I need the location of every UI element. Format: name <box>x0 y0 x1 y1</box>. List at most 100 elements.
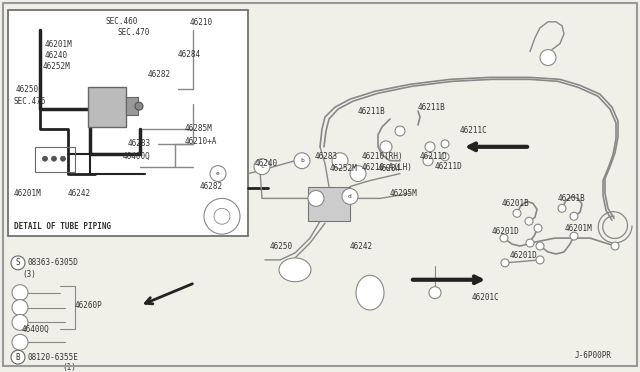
Text: 46201D: 46201D <box>492 227 520 235</box>
Circle shape <box>214 208 230 224</box>
Text: J-6P00PR: J-6P00PR <box>575 351 612 360</box>
Text: 46240: 46240 <box>45 51 68 60</box>
Circle shape <box>525 217 533 225</box>
FancyBboxPatch shape <box>15 13 63 33</box>
Circle shape <box>513 209 521 217</box>
Circle shape <box>526 239 534 247</box>
Circle shape <box>11 256 25 270</box>
Text: e: e <box>216 171 220 176</box>
Text: 46285M: 46285M <box>185 125 212 134</box>
Circle shape <box>425 142 435 152</box>
Circle shape <box>380 141 392 153</box>
Circle shape <box>210 166 226 182</box>
Circle shape <box>570 212 578 220</box>
Circle shape <box>570 232 578 240</box>
Text: c: c <box>260 164 264 169</box>
Text: 46211D: 46211D <box>435 162 463 171</box>
Circle shape <box>501 259 509 267</box>
Bar <box>8 10 248 236</box>
Circle shape <box>423 156 433 166</box>
Text: 46210+A: 46210+A <box>185 137 218 146</box>
Ellipse shape <box>279 258 311 282</box>
Circle shape <box>441 153 449 161</box>
Bar <box>88 87 126 127</box>
Text: 46284: 46284 <box>378 164 401 173</box>
Text: 46252M: 46252M <box>330 164 358 173</box>
Text: 46400Q: 46400Q <box>22 325 50 334</box>
Text: 46295M: 46295M <box>390 189 418 198</box>
Bar <box>35 147 75 171</box>
Text: d: d <box>348 194 352 199</box>
Text: 46211D: 46211D <box>420 152 448 161</box>
Circle shape <box>12 314 28 330</box>
Text: b: b <box>300 158 304 163</box>
Text: 46282: 46282 <box>148 70 171 79</box>
Text: 46252M: 46252M <box>43 62 71 71</box>
Ellipse shape <box>356 275 384 310</box>
Text: 46201M: 46201M <box>45 40 73 49</box>
Circle shape <box>254 159 270 174</box>
Text: SEC.470: SEC.470 <box>118 28 150 37</box>
Circle shape <box>308 190 324 206</box>
Text: 46260P: 46260P <box>75 301 103 310</box>
Circle shape <box>350 166 366 182</box>
Text: 46210: 46210 <box>190 18 213 27</box>
Text: 46400Q: 46400Q <box>123 152 151 161</box>
Text: S: S <box>16 259 20 267</box>
Circle shape <box>11 350 25 364</box>
Text: 46201M: 46201M <box>565 224 593 232</box>
Circle shape <box>294 153 310 169</box>
Text: 46211C: 46211C <box>460 126 488 135</box>
FancyBboxPatch shape <box>175 195 231 215</box>
Text: (3): (3) <box>22 270 36 279</box>
FancyBboxPatch shape <box>177 13 231 33</box>
Circle shape <box>342 189 358 204</box>
Circle shape <box>135 102 143 110</box>
Text: 46240: 46240 <box>255 159 278 168</box>
Text: SEC.460: SEC.460 <box>105 17 138 26</box>
Circle shape <box>12 334 28 350</box>
Text: 46282: 46282 <box>200 182 223 191</box>
Circle shape <box>42 156 47 161</box>
Circle shape <box>12 285 28 301</box>
Text: 46283: 46283 <box>128 140 151 148</box>
Text: 46210(RH): 46210(RH) <box>362 152 404 161</box>
Text: 46242: 46242 <box>350 241 373 250</box>
Text: DETAIL OF TUBE PIPING: DETAIL OF TUBE PIPING <box>14 222 111 231</box>
Circle shape <box>332 153 348 169</box>
Circle shape <box>534 224 542 232</box>
Text: 46201B: 46201B <box>558 194 586 203</box>
Circle shape <box>12 299 28 315</box>
Text: 46201M: 46201M <box>14 189 42 198</box>
Text: SEC.476: SEC.476 <box>14 97 46 106</box>
Text: 46242: 46242 <box>68 189 91 198</box>
Circle shape <box>429 287 441 299</box>
Text: 46201D: 46201D <box>510 251 538 260</box>
Text: 46250: 46250 <box>16 85 39 94</box>
Circle shape <box>395 126 405 136</box>
Text: 46210+A(LH): 46210+A(LH) <box>362 163 413 172</box>
Circle shape <box>540 49 556 65</box>
Text: 46211B: 46211B <box>418 103 445 112</box>
Text: B: B <box>16 353 20 362</box>
Bar <box>126 97 138 115</box>
Text: 46284: 46284 <box>178 50 201 59</box>
Circle shape <box>611 242 619 250</box>
Text: 08363-6305D: 08363-6305D <box>28 259 79 267</box>
Text: 46250: 46250 <box>270 241 293 250</box>
Circle shape <box>51 156 56 161</box>
Text: 46201C: 46201C <box>472 293 500 302</box>
Circle shape <box>536 256 544 264</box>
Circle shape <box>441 140 449 148</box>
FancyBboxPatch shape <box>11 190 65 210</box>
Text: 46283: 46283 <box>315 152 338 161</box>
Text: 46201B: 46201B <box>502 199 530 208</box>
Bar <box>308 186 350 221</box>
Circle shape <box>500 234 508 242</box>
Text: 46211B: 46211B <box>358 107 386 116</box>
Text: (1): (1) <box>62 363 76 372</box>
Text: 08120-6355E: 08120-6355E <box>28 353 79 362</box>
Circle shape <box>536 242 544 250</box>
Circle shape <box>61 156 65 161</box>
Circle shape <box>558 204 566 212</box>
